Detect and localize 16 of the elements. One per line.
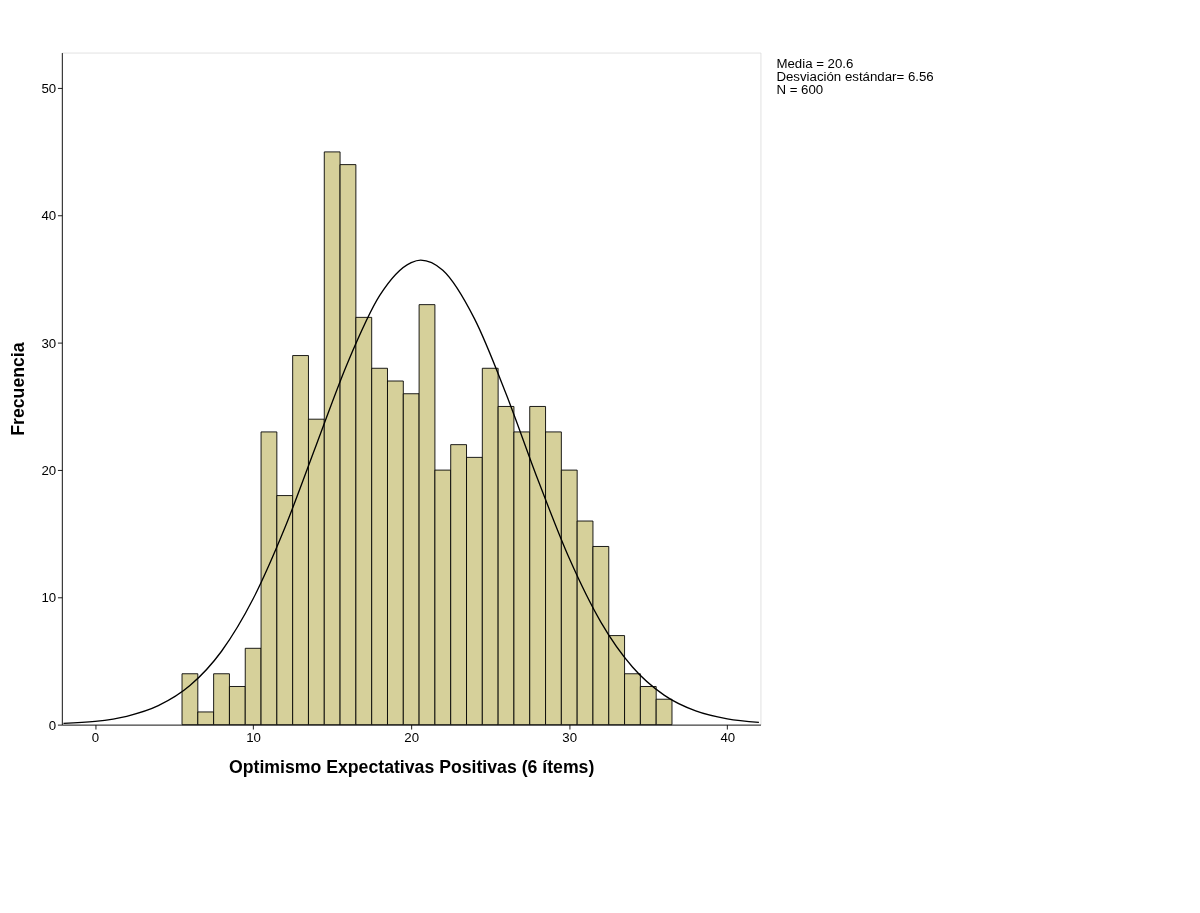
y-tick-label: 0 [48, 717, 57, 733]
y-tick-label: 20 [41, 462, 57, 478]
x-tick-label: 10 [246, 729, 261, 745]
text: Desviación estándar= 6.56 [776, 68, 934, 84]
y-tick-label: 30 [41, 335, 57, 351]
y-tick-label: 40 [41, 208, 57, 224]
x-axis-title: Optimismo Expectativas Positivas (6 ítems) [228, 756, 595, 777]
y-tick-label: 10 [41, 590, 57, 606]
text: N = 600 [776, 82, 824, 98]
y-tick-label: 50 [41, 81, 57, 97]
text: Media = 20.6 [776, 55, 854, 71]
x-tick-label: 20 [404, 729, 420, 745]
x-tick-label: 0 [91, 729, 100, 745]
y-axis-title: Frecuencia [7, 342, 28, 436]
x-tick-label: 40 [720, 729, 736, 745]
x-tick-label: 30 [562, 729, 578, 745]
